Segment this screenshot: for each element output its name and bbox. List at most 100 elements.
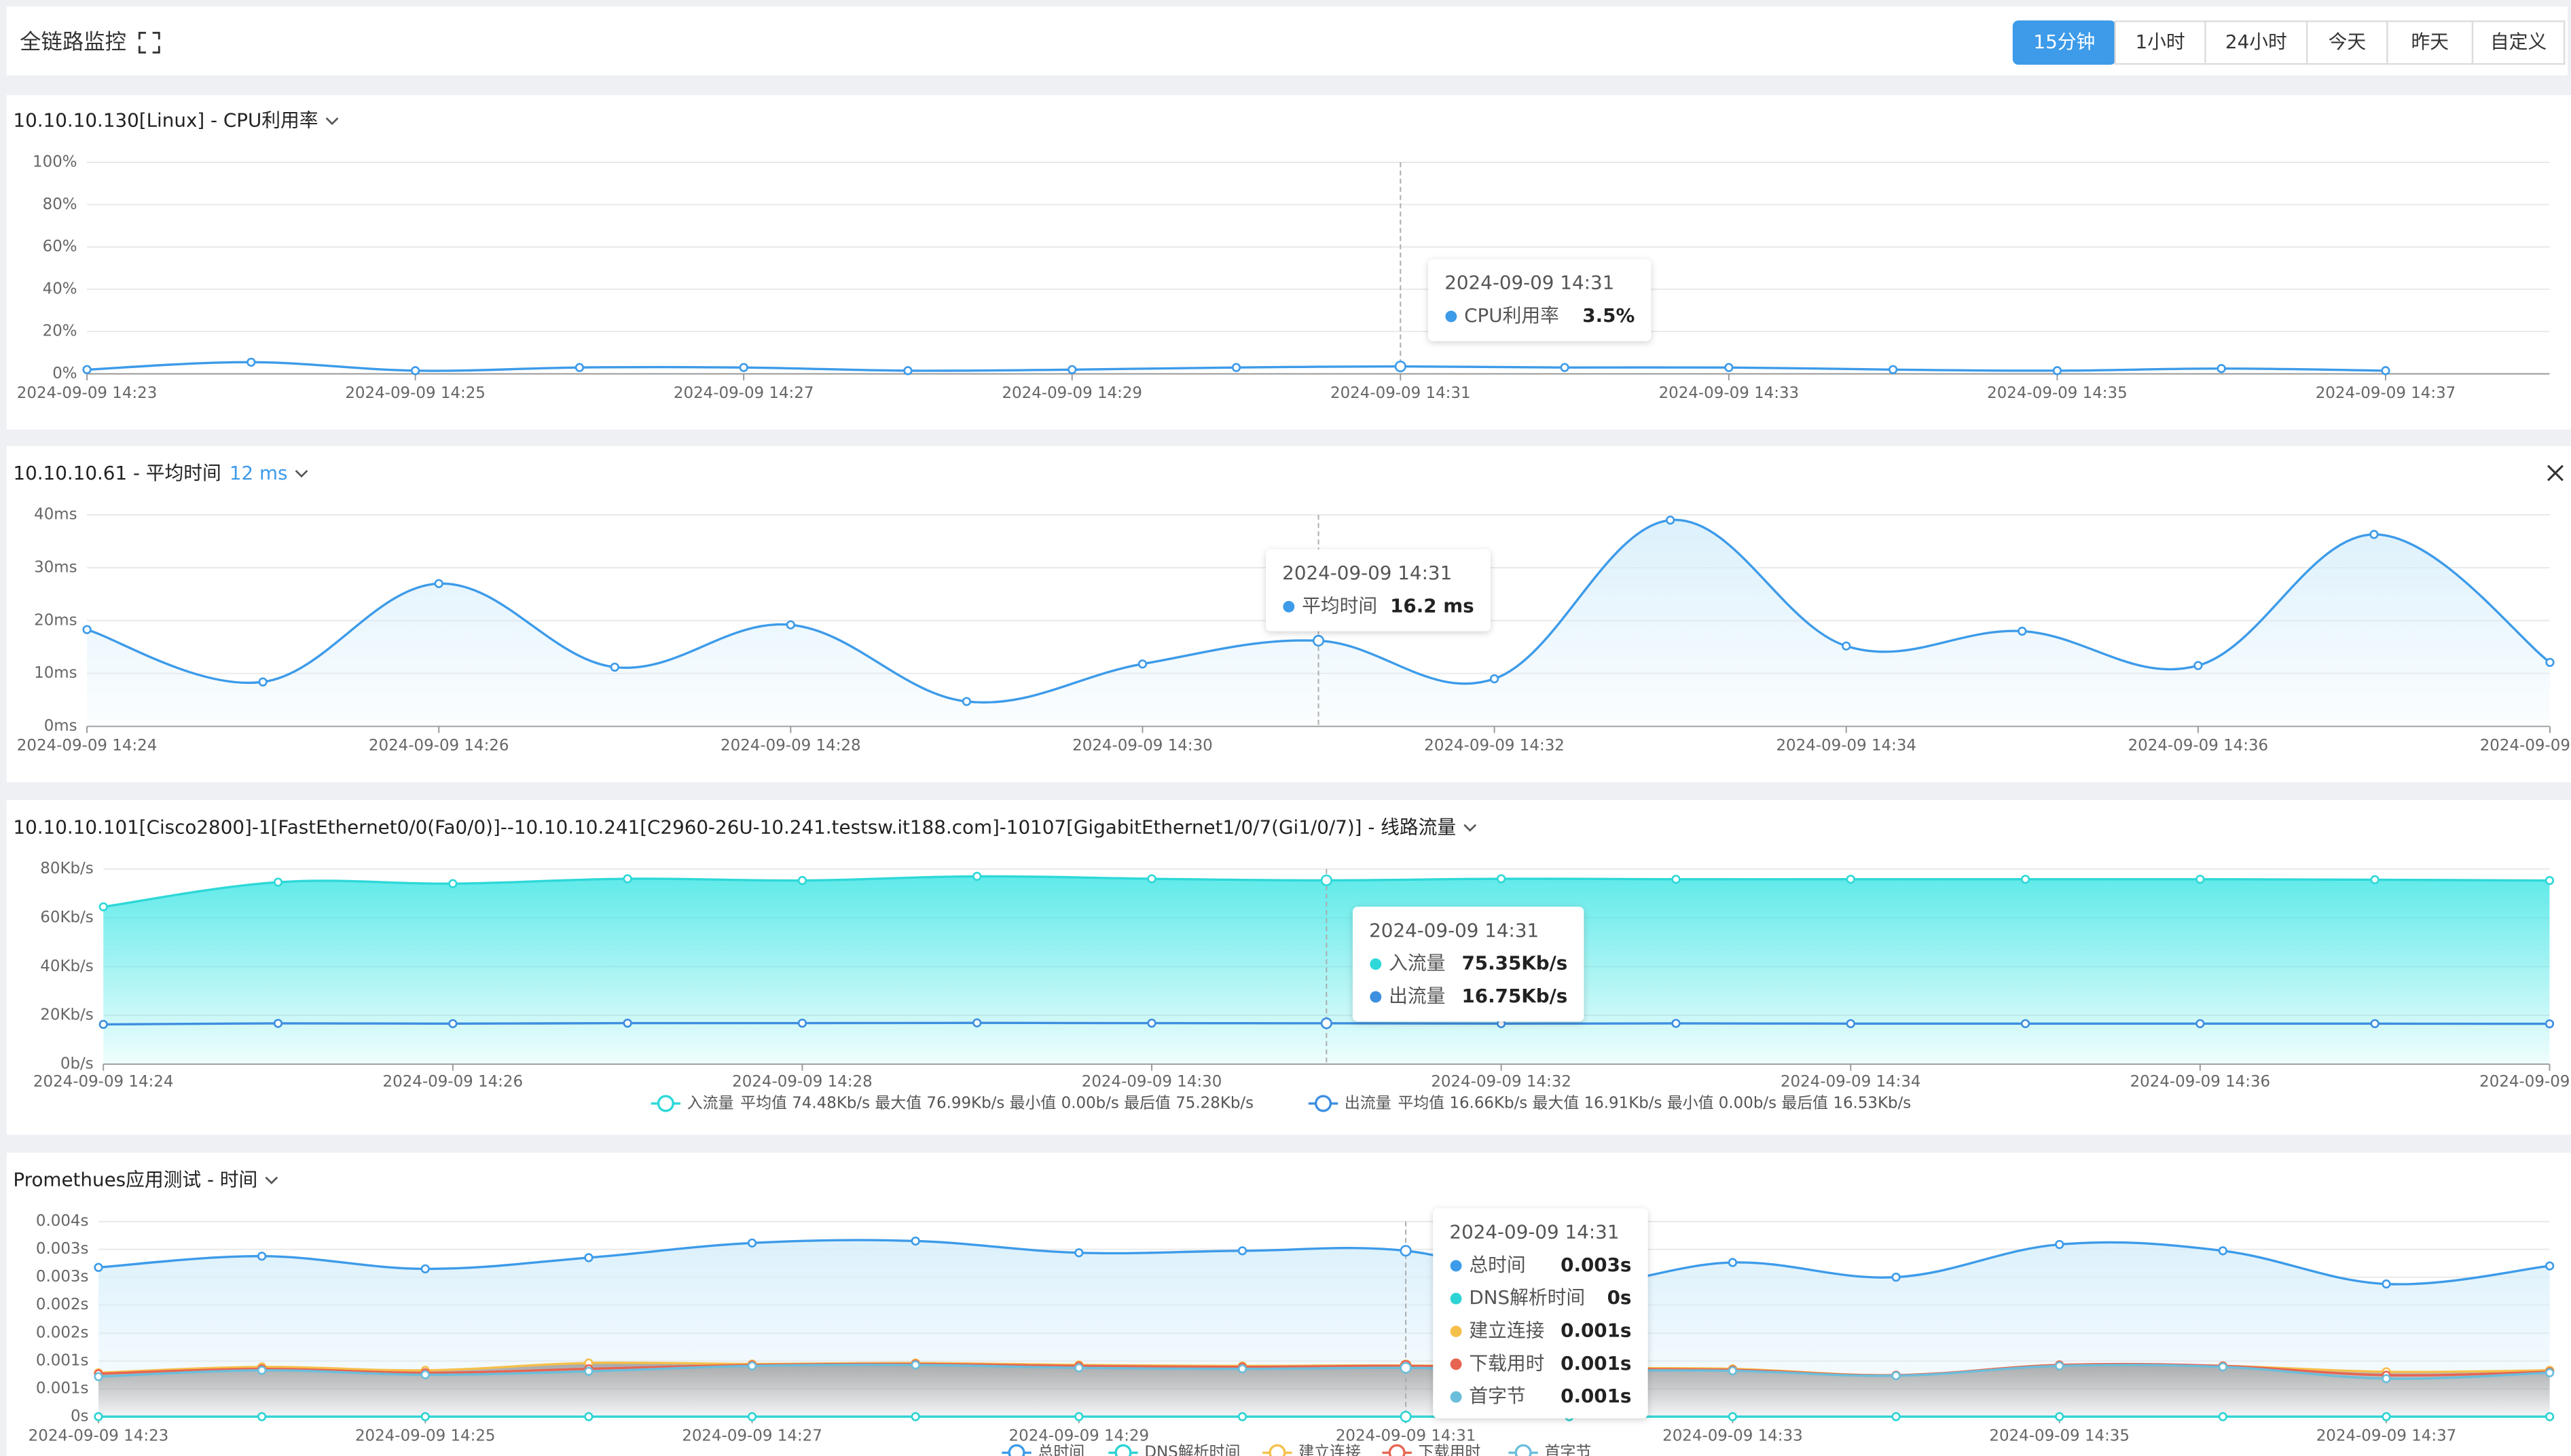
tooltip-name: DNS解析时间 [1469,1286,1585,1309]
tooltip-dot [1445,310,1457,323]
point [247,357,256,367]
point [2195,875,2205,884]
dropdown-icon[interactable] [325,117,339,126]
chart-title: 10.10.10.101[Cisco2800]-1[FastEthernet0/… [13,816,1456,838]
tooltip-value: 0.003s [1561,1254,1631,1276]
tooltip-name: 平均时间 [1302,594,1377,617]
point [420,1412,430,1421]
point [2195,1019,2205,1028]
point [1888,365,1898,374]
point [1560,363,1569,372]
close-button[interactable] [2547,465,2564,481]
tooltip-value: 0.001s [1561,1320,1631,1342]
point [1891,1412,1901,1421]
point [94,1372,103,1381]
point [1842,641,1851,651]
point [2052,366,2062,376]
legend-label[interactable]: 总时间 [1038,1444,1084,1456]
legend-label[interactable]: 下载用时 [1419,1444,1481,1456]
point [1068,365,1077,374]
point [2218,1412,2227,1421]
tooltip-dot [1370,958,1382,970]
point [972,871,982,881]
y-tick-label: 0.003s [36,1268,89,1286]
time-button-label: 1小时 [2136,31,2185,53]
x-tick-label: 2024-09-09 14:23 [29,1427,169,1445]
point [1400,1362,1412,1374]
point [82,625,92,634]
point [797,875,807,886]
point [2055,1412,2064,1421]
fullscreen-icon[interactable] [138,31,160,54]
legend-label[interactable]: DNS解析时间 [1144,1444,1240,1456]
time-button[interactable] [2204,20,2308,65]
y-tick-label: 20ms [34,611,77,629]
x-tick-label: 2024-09-09 14:28 [721,737,861,754]
point [1671,1019,1681,1028]
point [258,677,268,687]
x-tick-label: 2024-09-09 14:31 [1330,384,1471,402]
x-tick-label: 2024-09-09 14:35 [1987,384,2128,402]
point [98,1019,108,1030]
point [584,1253,594,1262]
dropdown-icon[interactable] [1463,824,1477,832]
y-tick-label: 80Kb/s [40,860,93,877]
tooltip-dot [1450,1326,1462,1337]
x-tick-label: 2024-09-09 14:30 [1082,1073,1222,1091]
time-button-label: 昨天 [2411,31,2449,53]
legend-label[interactable]: 入流量 [687,1094,734,1112]
y-tick-label: 60% [43,238,77,255]
y-tick-label: 0ms [44,717,77,735]
chart-title: 10.10.10.61 - 平均时间 [13,462,221,484]
point [420,1264,430,1274]
point [257,1252,267,1261]
x-tick-label: 2024-09-09 14:38 [2480,737,2571,754]
point [962,697,972,706]
page-title: 全链路监控 [20,30,126,54]
legend-stats: 平均值 74.48Kb/s 最大值 76.99Kb/s 最小值 0.00b/s … [740,1094,1254,1112]
point [1846,875,1855,884]
dropdown-icon[interactable] [295,469,308,478]
point [1074,1248,1084,1258]
time-button-label: 自定义 [2490,31,2547,53]
y-tick-label: 0.002s [36,1324,89,1342]
point [1489,674,1499,684]
point [2382,1374,2391,1383]
point [2381,366,2390,376]
y-tick-label: 20% [43,323,77,340]
tooltip-value: 16.75Kb/s [1461,985,1567,1007]
point [1074,1363,1084,1372]
y-tick-label: 0s [71,1408,89,1425]
legend-stats: 平均值 16.66Kb/s 最大值 16.91Kb/s 最小值 0.00b/s … [1398,1094,1911,1112]
point [2545,875,2555,886]
y-tick-label: 40% [43,280,77,297]
dropdown-icon[interactable] [265,1176,278,1184]
x-tick-label: 2024-09-09 14:33 [1662,1427,1803,1445]
x-tick-label: 2024-09-09 14:25 [355,1427,496,1445]
x-tick-label: 2024-09-09 14:29 [1009,1427,1150,1445]
point [911,1236,920,1246]
time-button[interactable] [2471,20,2566,65]
y-tick-label: 40ms [34,506,77,524]
point [1400,1410,1412,1423]
legend-symbol [1388,1444,1406,1456]
unit-link[interactable]: 12 ms [230,462,288,484]
point [410,366,420,376]
legend-label[interactable]: 首字节 [1544,1444,1591,1456]
tooltip-dot [1450,1292,1462,1305]
tooltip-title: 2024-09-09 14:31 [1282,562,1452,584]
point [98,902,108,911]
time-button-label: 今天 [2329,31,2367,53]
legend-label[interactable]: 建立连接 [1298,1444,1361,1456]
point [1400,1245,1412,1257]
time-button[interactable] [2386,20,2474,65]
x-tick-label: 2024-09-09 14:23 [17,384,158,402]
point [2545,1368,2555,1378]
time-button[interactable] [2114,20,2206,65]
point [1074,1412,1084,1421]
tooltip [1433,1208,1648,1419]
legend-label[interactable]: 出流量 [1345,1094,1391,1112]
y-tick-label: 30ms [34,558,77,576]
point [2370,1019,2379,1028]
time-button[interactable] [2305,20,2388,65]
